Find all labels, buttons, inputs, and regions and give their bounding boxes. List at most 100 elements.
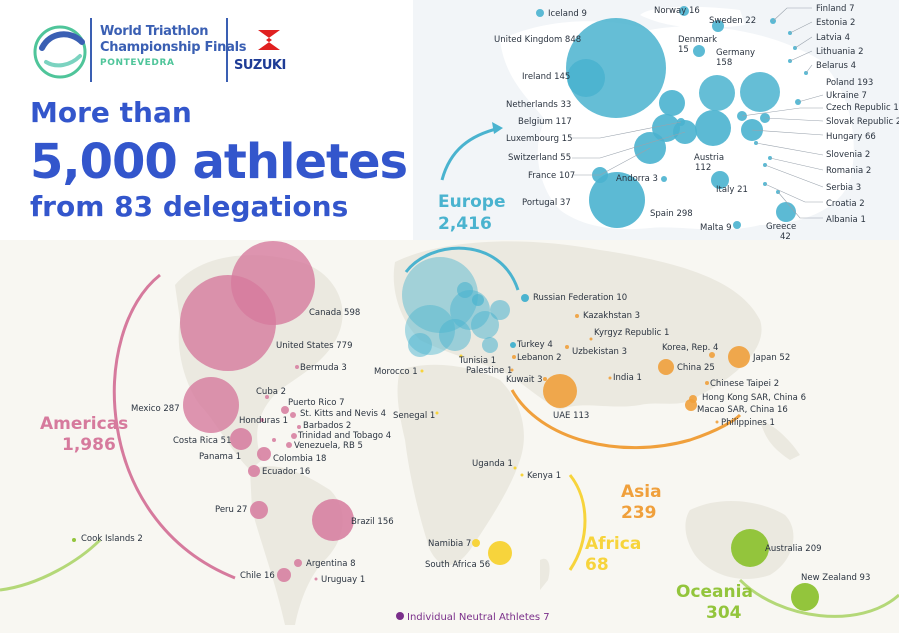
country-label: Slovak Republic 28	[826, 117, 899, 127]
bubble-uae	[543, 374, 577, 408]
country-label: South Africa 56	[425, 560, 490, 570]
country-label: Sweden 22	[709, 16, 756, 26]
country-label: 42	[780, 232, 791, 242]
bubble-uruguay	[314, 577, 318, 581]
country-label: Andorra 3	[616, 174, 658, 184]
europe-arrow-head	[492, 122, 503, 134]
country-label: Costa Rica 51	[173, 436, 231, 446]
country-label: Serbia 3	[826, 183, 861, 193]
bubble-macao	[685, 399, 697, 411]
country-label: Norway 16	[654, 6, 700, 16]
bubble-iceland	[536, 9, 544, 17]
country-label: Croatia 2	[826, 199, 865, 209]
country-label: Chile 16	[240, 571, 275, 581]
americas-region-total: 1,986	[62, 435, 116, 455]
country-label: Kazakhstan 3	[583, 311, 640, 321]
bubble-peru	[250, 501, 268, 519]
country-label: Netherlands 33	[506, 100, 571, 110]
bubble-kazakhstan	[575, 314, 579, 318]
country-label: Peru 27	[215, 505, 247, 515]
asia-arc	[510, 389, 742, 450]
bubble-panama	[272, 438, 276, 442]
bubble-lebanon	[512, 355, 516, 359]
country-label: Austria	[694, 153, 724, 163]
bubble-brazil	[312, 499, 354, 541]
bubble-ireland	[567, 59, 605, 97]
country-label: Russian Federation 10	[533, 293, 627, 303]
country-label: Japan 52	[752, 353, 790, 363]
bubble-uganda	[513, 466, 517, 470]
country-label: Estonia 2	[816, 18, 855, 28]
bubble-greece	[776, 202, 796, 222]
bubble-india	[608, 376, 612, 380]
country-label: Honduras 1	[239, 416, 288, 426]
bubble-tunisia	[459, 354, 463, 358]
event-location: PONTEVEDRA	[100, 58, 175, 68]
neutral-athletes-label: Individual Neutral Athletes 7	[407, 612, 550, 623]
bubble-austria	[695, 110, 731, 146]
country-label: Macao SAR, China 16	[697, 405, 788, 415]
country-label: Belgium 117	[518, 117, 572, 127]
country-label: Kenya 1	[527, 471, 561, 481]
americas-arc	[112, 273, 236, 580]
country-label: Switzerland 55	[508, 153, 571, 163]
country-label: Lebanon 2	[517, 353, 562, 363]
country-label: Finland 7	[816, 4, 854, 14]
europe-region-total: 2,416	[438, 214, 492, 234]
country-label: Hungary 66	[826, 132, 876, 142]
country-label: Belarus 4	[816, 61, 856, 71]
country-label: Germany	[716, 48, 755, 58]
country-label: India 1	[613, 373, 642, 383]
bubble-denmark	[693, 45, 705, 57]
header-logos: World Triathlon Championship Finals PONT…	[26, 16, 316, 86]
country-label: Trinidad and Tobago 4	[297, 431, 391, 441]
country-label: Brazil 156	[351, 517, 394, 527]
asia-region-total: 239	[621, 503, 657, 523]
europe-region-name: Europe	[438, 192, 505, 212]
country-label: Ukraine 7	[826, 91, 867, 101]
bubble-kuwait	[543, 377, 547, 381]
bubble-turkey	[510, 342, 516, 348]
country-label: Korea, Rep. 4	[662, 343, 718, 353]
bubble-netherlands	[659, 90, 685, 116]
country-label: Canada 598	[309, 308, 360, 318]
asia-bubbles	[510, 314, 750, 424]
bubble-kenya	[520, 473, 524, 477]
bubble-costa-rica	[230, 428, 252, 450]
bubble-cuba	[265, 395, 269, 399]
africa-arc	[568, 474, 587, 571]
bubble-south-africa	[488, 541, 512, 565]
oceania-arc	[738, 578, 899, 618]
bubble-honduras	[260, 418, 264, 422]
asia-region-name: Asia	[621, 482, 662, 502]
country-label: United States 779	[276, 341, 352, 351]
bubble-uzbekistan	[565, 345, 569, 349]
country-label: Luxembourg 15	[506, 134, 573, 144]
bubble-namibia	[472, 539, 480, 547]
country-label: Philippines 1	[721, 418, 775, 428]
bubble-morocco	[420, 369, 424, 373]
bubble-venezuela	[286, 442, 292, 448]
oceania-region-name: Oceania	[676, 582, 753, 602]
bubble-china	[658, 359, 674, 375]
bubble-argentina	[294, 559, 302, 567]
country-label: Barbados 2	[303, 421, 351, 431]
bubble-bermuda	[295, 365, 299, 369]
country-label: Italy 21	[716, 185, 748, 195]
headline-line1: More than	[30, 96, 192, 129]
europe-cluster	[402, 257, 510, 357]
country-label: United Kingdom 848	[494, 35, 581, 45]
bubble-chile	[277, 568, 291, 582]
oceania-bubbles	[72, 529, 819, 611]
americas-bubbles	[180, 241, 354, 582]
bubble-norway	[679, 6, 689, 16]
country-label: Palestine 1	[466, 366, 512, 376]
country-label: Hong Kong SAR, China 6	[702, 393, 806, 403]
bubble-japan	[728, 346, 750, 368]
bubble-palestine	[510, 368, 514, 372]
sponsor-name: SUZUKI	[234, 58, 286, 73]
country-label: Portugal 37	[522, 198, 571, 208]
country-label: Uganda 1	[472, 459, 513, 469]
country-label: Malta 9	[700, 223, 732, 233]
country-label: Ireland 145	[522, 72, 570, 82]
